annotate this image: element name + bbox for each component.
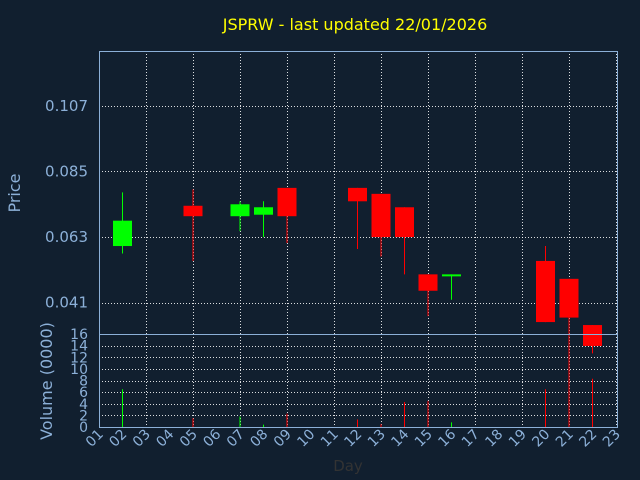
candle-body [395, 207, 414, 238]
x-tick-labels: 01 02 03 04 05 06 07 08 09 10 11 12 13 14 15 16 17 18 19 20… [83, 426, 624, 450]
x-tick-label: 03 [130, 427, 154, 451]
plot-frames [99, 51, 618, 428]
x-tick-label: 21 [553, 427, 577, 451]
x-tick-label: 18 [482, 427, 506, 451]
x-tick-label: 05 [177, 427, 201, 451]
x-tick-label: 12 [341, 427, 365, 451]
x-tick-label: 09 [271, 427, 295, 451]
x-tick-label: 14 [388, 426, 412, 450]
candle-body [583, 325, 602, 346]
x-tick-label: 11 [318, 427, 342, 451]
price-tick-label: 0.041 [45, 294, 88, 312]
candle-body [183, 205, 203, 217]
volume-tick-label: 10 [70, 362, 88, 378]
x-tick-label: 23 [600, 427, 624, 451]
x-axis-label: Day [333, 457, 363, 475]
price-tick-label: 0.085 [45, 162, 88, 180]
x-tick-label: 08 [247, 427, 271, 451]
candle-body [442, 274, 461, 277]
price-tick-label: 0.107 [45, 97, 88, 115]
x-tick-label: 20 [529, 427, 553, 451]
volume-plot-frame [99, 334, 618, 428]
volume-tick-label: 8 [79, 374, 88, 390]
x-tick-label: 16 [435, 426, 459, 450]
x-tick-label: 04 [153, 426, 177, 450]
price-tick-labels: 0.041 0.063 0.085 0.107 [45, 97, 88, 312]
candle-body [254, 207, 273, 215]
x-tick-label: 13 [365, 427, 389, 451]
x-tick-label: 06 [200, 426, 224, 450]
chart-title: JSPRW - last updated 22/01/2026 [222, 15, 488, 34]
volume-grid [99, 334, 617, 427]
x-tick-label: 10 [294, 427, 318, 451]
price-tick-label: 0.063 [45, 228, 88, 246]
x-tick-label: 15 [412, 427, 436, 451]
x-tick-label: 07 [224, 427, 248, 451]
volume-tick-label: 14 [70, 339, 88, 355]
candle-body [113, 220, 132, 247]
x-tick-label: 17 [459, 427, 483, 451]
volume-axis-label: Volume (0000) [37, 322, 56, 440]
candle-body [559, 278, 579, 318]
candle-body [418, 274, 438, 291]
price-axis-label: Price [5, 173, 24, 212]
x-tick-label: 22 [576, 427, 600, 451]
volume-tick-label: 0 [79, 420, 88, 436]
candle-body [536, 260, 555, 323]
candles [113, 187, 602, 354]
candle-body [277, 187, 297, 217]
x-tick-label: 19 [506, 427, 530, 451]
volume-bars [122, 342, 593, 427]
candle-body [371, 193, 391, 238]
volume-tick-label: 4 [79, 397, 88, 413]
candle-body [230, 204, 250, 217]
volume-tick-label: 2 [79, 408, 88, 424]
volume-tick-label: 6 [79, 385, 88, 401]
volume-tick-label: 16 [70, 327, 88, 343]
candle-body [348, 187, 367, 202]
volume-tick-label: 12 [70, 350, 88, 366]
x-tick-label: 02 [106, 427, 130, 451]
